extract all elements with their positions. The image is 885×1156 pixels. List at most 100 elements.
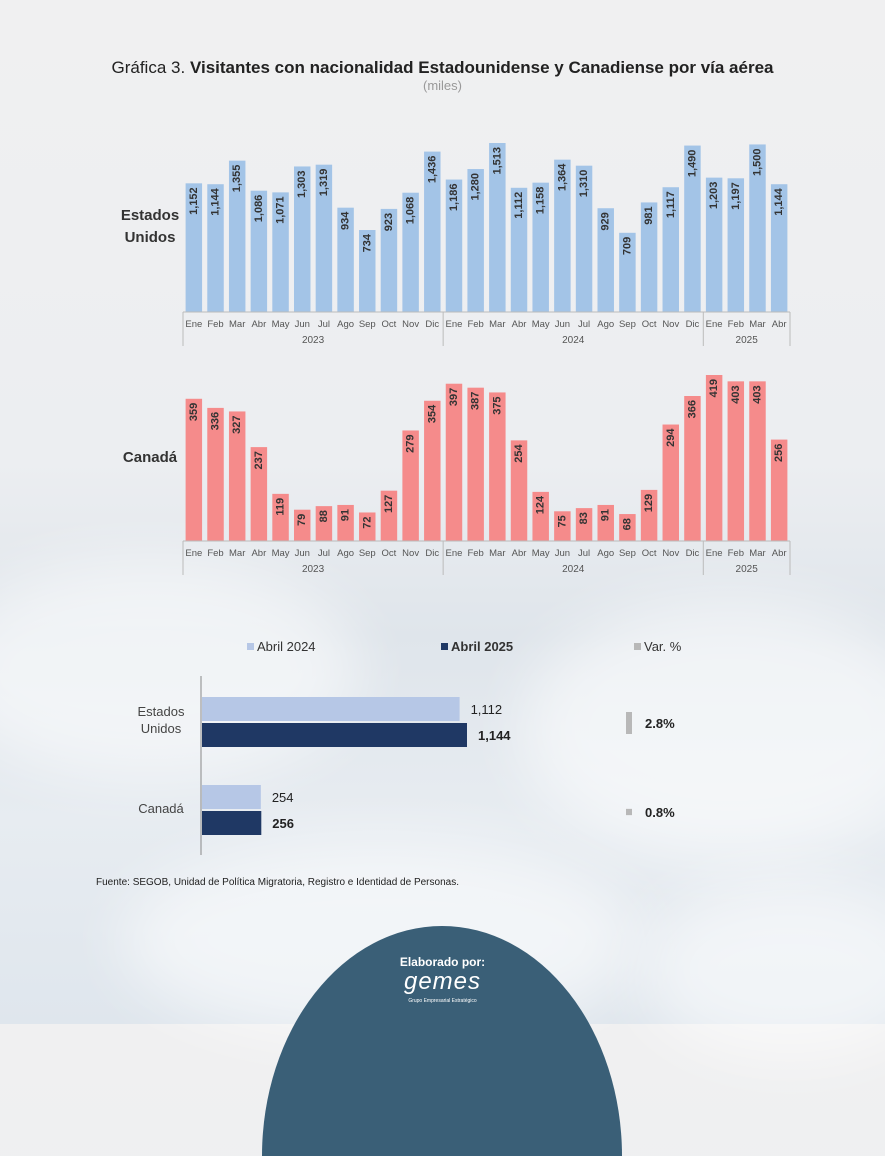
us-value-label: 1,086 (253, 195, 265, 223)
ca-bar (445, 383, 463, 541)
us-month-label: Ene (706, 319, 723, 330)
us-bar (597, 208, 614, 312)
chart-unit: (miles) (423, 78, 462, 93)
source-note: Fuente: SEGOB, Unidad de Política Migrat… (96, 877, 459, 888)
us-value-label: 1,197 (730, 182, 742, 210)
us-bar (532, 182, 549, 312)
ca-month-label: Jun (555, 548, 570, 559)
us-bar (662, 187, 680, 312)
legend-label: Abril 2024 (257, 639, 316, 654)
us-value-label: 1,310 (578, 170, 590, 198)
ca-value-label: 375 (491, 396, 503, 414)
variation-label: 0.8% (645, 805, 675, 820)
us-value-label: 1,158 (535, 187, 547, 215)
us-bar (770, 184, 788, 312)
us-month-label: Feb (728, 319, 744, 330)
us-value-label: 734 (361, 233, 373, 252)
legend-label: Abril 2025 (451, 639, 513, 654)
gemes-tagline: Grupo Empresarial Estratégico (408, 998, 477, 1004)
ca-value-label: 127 (383, 495, 395, 513)
us-month-label: Jul (578, 319, 590, 330)
us-bar (705, 177, 723, 312)
us-month-label: Nov (402, 319, 419, 330)
us-month-label: Abr (512, 319, 527, 330)
legend-swatch (247, 643, 254, 650)
comparison-bar (202, 811, 262, 835)
us-value-label: 1,355 (231, 165, 243, 193)
us-bar (207, 184, 224, 312)
us-month-label: Mar (749, 319, 765, 330)
ca-value-label: 237 (253, 451, 265, 469)
us-value-label: 1,203 (708, 182, 720, 210)
us-month-label: Ene (185, 319, 202, 330)
ca-bar (359, 512, 376, 541)
us-bar (380, 208, 398, 312)
ca-value-label: 91 (600, 509, 612, 521)
chart-title-main: Visitantes con nacionalidad Estadouniden… (189, 58, 774, 77)
ca-bar (619, 514, 636, 541)
ca-month-label: Jun (295, 548, 310, 559)
us-monthly-chart: Estados Unidos 1,152 Ene 1,144 Feb 1,355 Mar 1,0… (121, 143, 791, 346)
ca-month-label: Feb (728, 548, 744, 559)
us-value-label: 1,500 (751, 148, 763, 176)
comparison-category-label: Canadá (138, 801, 184, 816)
us-bar (359, 230, 376, 312)
us-bar (445, 179, 463, 312)
ca-month-label: Oct (642, 548, 657, 559)
ca-month-label: Dic (686, 548, 700, 559)
us-value-label: 1,071 (275, 196, 287, 224)
ca-row-label: Canadá (123, 449, 178, 466)
us-value-label: 1,280 (470, 173, 482, 201)
us-value-label: 1,152 (188, 187, 200, 215)
made-by-label: Elaborado por: (399, 955, 486, 969)
us-value-label: 1,364 (556, 163, 568, 191)
us-value-label: 1,112 (513, 192, 525, 219)
ca-month-label: Ene (185, 548, 202, 559)
ca-month-label: Jul (318, 548, 330, 559)
ca-bar (749, 381, 766, 541)
comparison-bar (202, 723, 467, 747)
ca-month-label: Nov (662, 548, 679, 559)
us-value-label: 1,319 (318, 169, 330, 197)
us-bar (510, 187, 528, 312)
ca-bar (597, 504, 614, 541)
comparison-value-label: 256 (272, 816, 294, 831)
ca-bar (424, 400, 441, 541)
ca-month-label: May (272, 548, 290, 559)
us-bar (749, 144, 766, 312)
us-bar (337, 207, 354, 312)
us-value-label: 1,144 (210, 187, 222, 215)
ca-month-label: Nov (402, 548, 419, 559)
ca-year-label: 2023 (302, 564, 325, 575)
ca-bar (662, 424, 680, 541)
us-bar (424, 151, 441, 312)
ca-value-label: 397 (448, 388, 460, 406)
ca-bar (272, 493, 289, 541)
ca-month-label: Feb (467, 548, 483, 559)
us-bar (467, 169, 484, 312)
us-month-label: May (532, 319, 550, 330)
us-bar (315, 164, 333, 312)
legend-label: Var. % (644, 639, 682, 654)
us-value-label: 923 (383, 213, 395, 231)
ca-month-label: Abr (772, 548, 787, 559)
ca-bar (185, 398, 203, 541)
ca-value-label: 129 (643, 494, 655, 512)
us-value-label: 1,490 (686, 150, 698, 178)
us-bar (185, 183, 203, 312)
ca-month-label: Mar (229, 548, 245, 559)
us-value-label: 1,513 (491, 147, 503, 175)
comparison-value-label: 1,144 (478, 728, 511, 743)
ca-bar (489, 392, 506, 541)
us-year-label: 2025 (736, 335, 759, 346)
comparison-value-label: 1,112 (471, 702, 503, 717)
us-month-label: Jun (295, 319, 310, 330)
variation-bar (626, 712, 632, 734)
ca-year-label: 2025 (736, 564, 759, 575)
comparison-category-label: Unidos (141, 721, 182, 736)
us-bar (619, 232, 636, 312)
ca-bar (684, 395, 701, 541)
us-month-label: Oct (382, 319, 397, 330)
us-month-label: Mar (229, 319, 245, 330)
ca-month-label: Feb (207, 548, 223, 559)
